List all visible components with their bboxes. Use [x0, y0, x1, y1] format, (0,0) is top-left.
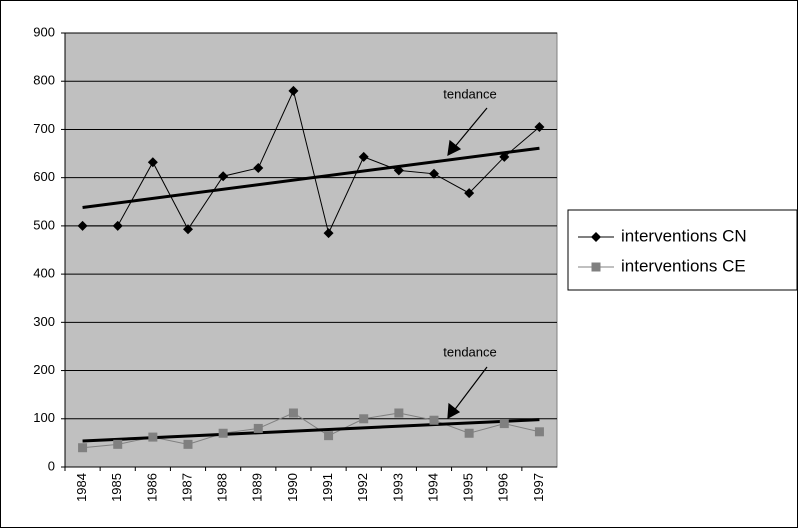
arrow-head	[447, 139, 462, 157]
point	[148, 432, 158, 442]
x-tick-label: 1987	[179, 473, 194, 502]
x-tick-label: 1984	[74, 473, 89, 502]
arrow	[452, 366, 488, 413]
point	[218, 171, 229, 182]
point	[393, 165, 404, 176]
annotation: tendance	[443, 344, 497, 359]
y-tick-label: 900	[33, 24, 55, 39]
x-tick-label: 1991	[320, 473, 335, 502]
point	[253, 163, 264, 174]
x-tick-label: 1997	[531, 473, 546, 502]
point	[429, 168, 439, 179]
x-tick-label: 1994	[425, 473, 440, 502]
point	[359, 414, 369, 424]
point	[464, 188, 475, 199]
y-tick-label: 300	[33, 314, 55, 329]
point	[358, 151, 369, 162]
y-tick-label: 100	[33, 410, 55, 425]
arrows	[447, 107, 488, 420]
point	[288, 408, 298, 418]
y-tick-label: 500	[33, 217, 55, 232]
point	[464, 428, 474, 438]
arrow	[452, 107, 488, 150]
y-tick-label: 200	[33, 362, 55, 377]
x-tick-label: 1990	[285, 473, 300, 502]
legend-marker	[591, 262, 601, 272]
y-tick-label: 700	[33, 121, 55, 136]
y-tick-label: 400	[33, 266, 55, 281]
point	[324, 431, 334, 441]
x-tick-label: 1986	[144, 473, 159, 502]
trend-line	[82, 418, 540, 443]
point	[183, 224, 193, 235]
x-tick-label: 1985	[109, 473, 124, 502]
annotation: tendance	[443, 86, 497, 101]
point	[183, 439, 193, 449]
point	[288, 85, 299, 96]
point	[77, 220, 88, 231]
y-tick-label: 0	[48, 458, 55, 473]
y-tick-label: 600	[33, 169, 55, 184]
arrow-head	[447, 402, 461, 420]
legend-marker	[591, 232, 601, 242]
point	[112, 220, 123, 231]
x-tick-label: 1995	[461, 473, 476, 502]
x-tick-label: 1992	[355, 473, 370, 502]
x-tick-label: 1988	[215, 473, 230, 502]
point	[499, 419, 509, 429]
point	[218, 428, 228, 438]
plot-area	[64, 32, 558, 468]
point	[534, 122, 545, 133]
y-tick-label: 800	[33, 73, 55, 88]
x-tick-label: 1989	[250, 473, 265, 502]
point	[323, 228, 334, 239]
point	[534, 427, 544, 437]
legend-label: interventions CE	[621, 256, 746, 275]
point	[147, 157, 158, 168]
x-tick-label: 1993	[390, 473, 405, 502]
trend-line	[82, 146, 540, 209]
legend	[567, 209, 798, 291]
point	[429, 415, 439, 425]
point	[253, 423, 263, 433]
x-tick-label: 1996	[496, 473, 511, 502]
point	[499, 151, 510, 162]
legend-label: interventions CN	[621, 226, 747, 245]
point	[78, 443, 88, 453]
point	[394, 408, 404, 418]
point	[113, 439, 123, 449]
series-line	[82, 89, 540, 235]
